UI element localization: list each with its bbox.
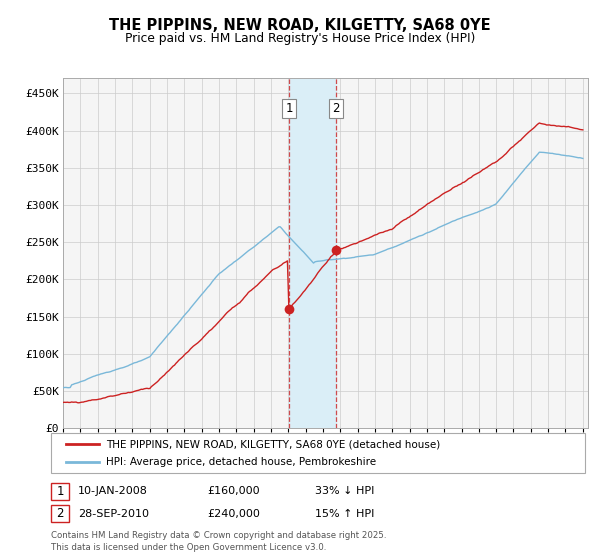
Text: 1: 1: [285, 102, 293, 115]
Text: 10-JAN-2008: 10-JAN-2008: [78, 486, 148, 496]
Text: £240,000: £240,000: [207, 508, 260, 519]
Bar: [289, 78, 336, 428]
Text: HPI: Average price, detached house, Pembrokeshire: HPI: Average price, detached house, Pemb…: [106, 457, 376, 467]
Text: THE PIPPINS, NEW ROAD, KILGETTY, SA68 0YE (detached house): THE PIPPINS, NEW ROAD, KILGETTY, SA68 0Y…: [106, 439, 440, 449]
Text: 2: 2: [332, 102, 340, 115]
Text: Contains HM Land Registry data © Crown copyright and database right 2025.
This d: Contains HM Land Registry data © Crown c…: [51, 531, 386, 552]
Text: THE PIPPINS, NEW ROAD, KILGETTY, SA68 0YE: THE PIPPINS, NEW ROAD, KILGETTY, SA68 0Y…: [109, 18, 491, 33]
Text: 1: 1: [56, 484, 64, 498]
Text: 28-SEP-2010: 28-SEP-2010: [78, 508, 149, 519]
Text: 15% ↑ HPI: 15% ↑ HPI: [315, 508, 374, 519]
Text: Price paid vs. HM Land Registry's House Price Index (HPI): Price paid vs. HM Land Registry's House …: [125, 32, 475, 45]
Text: 2: 2: [56, 507, 64, 520]
Text: 33% ↓ HPI: 33% ↓ HPI: [315, 486, 374, 496]
Text: £160,000: £160,000: [207, 486, 260, 496]
